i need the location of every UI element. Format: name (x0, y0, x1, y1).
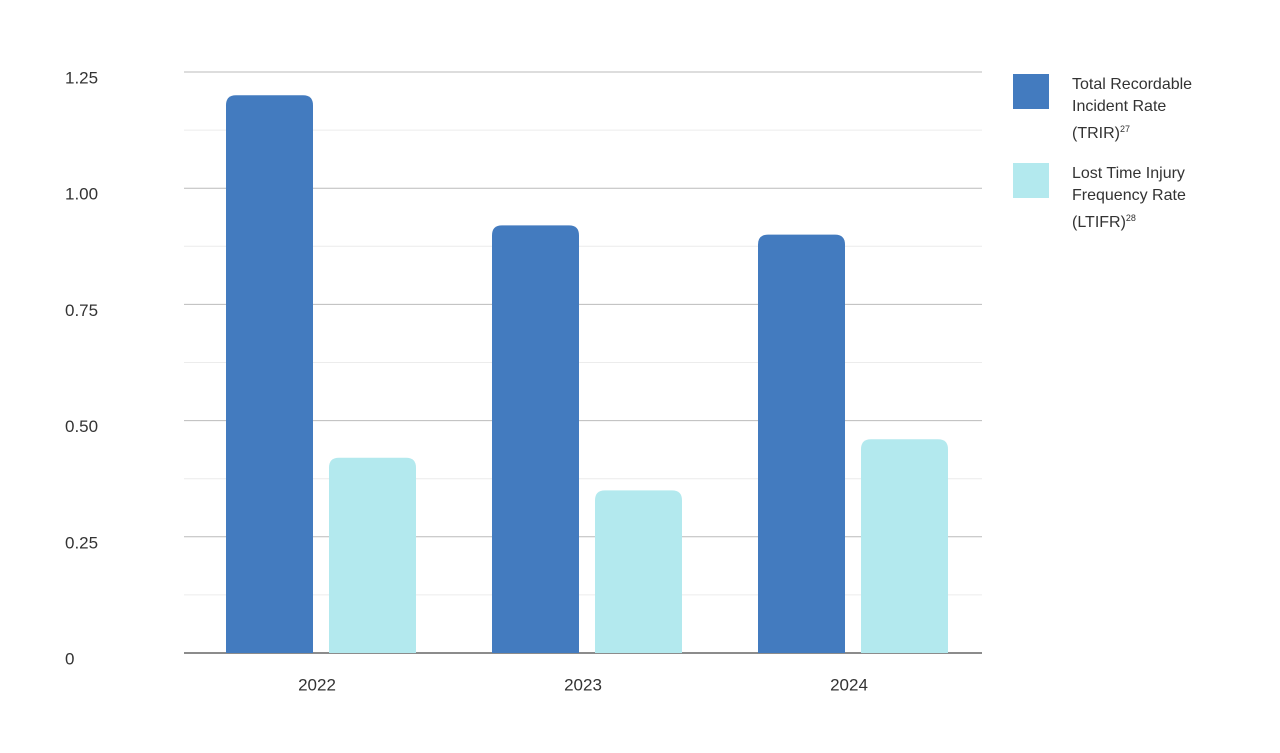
x-tick-label: 2022 (298, 675, 336, 694)
y-tick-label: 0.75 (65, 301, 98, 320)
bar (595, 490, 682, 653)
y-tick-label: 1.25 (65, 68, 98, 87)
y-tick-label: 0 (65, 649, 74, 668)
legend-label-box: Lost Time Injury Frequency Rate (LTIFR)2… (1072, 163, 1212, 234)
legend-label: Total Recordable Incident Rate (TRIR) (1072, 76, 1193, 142)
legend: Total Recordable Incident Rate (TRIR)27 L… (1013, 74, 1263, 252)
x-tick-label: 2024 (830, 675, 868, 694)
bar (492, 225, 579, 653)
y-tick-label: 0.50 (65, 417, 98, 436)
legend-item: Total Recordable Incident Rate (TRIR)27 (1013, 74, 1263, 145)
x-tick-label: 2023 (564, 675, 602, 694)
legend-label-box: Total Recordable Incident Rate (TRIR)27 (1072, 74, 1212, 145)
footnote-ref: 28 (1125, 213, 1136, 223)
bar (329, 457, 416, 653)
legend-item: Lost Time Injury Frequency Rate (LTIFR)2… (1013, 163, 1263, 234)
bar (226, 95, 313, 654)
legend-label: Lost Time Injury Frequency Rate (LTIFR) (1072, 165, 1186, 231)
chart: 0 0.25 0.50 0.75 1.00 1.25 2022 2023 2024 (65, 68, 982, 694)
bar (758, 234, 845, 653)
bar (861, 439, 948, 653)
y-tick-label: 0.25 (65, 533, 98, 552)
y-tick-label: 1.00 (65, 185, 98, 204)
legend-swatch (1013, 74, 1049, 109)
footnote-ref: 27 (1119, 124, 1130, 134)
legend-swatch (1013, 163, 1049, 198)
